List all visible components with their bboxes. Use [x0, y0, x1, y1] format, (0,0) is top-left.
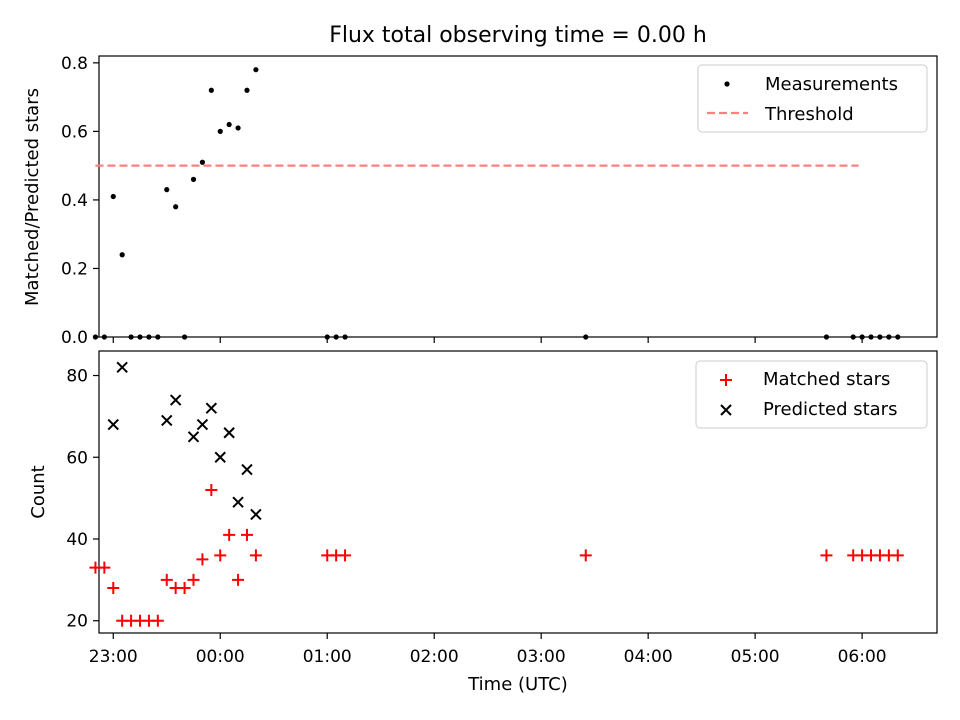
matched-star-point: [820, 549, 833, 562]
matched-star-point: [187, 573, 200, 586]
measurement-point: [173, 204, 179, 210]
predicted-star-point: [205, 402, 218, 414]
measurement-point: [155, 334, 161, 340]
measurement-point: [895, 334, 901, 340]
matched-star-point: [151, 614, 164, 627]
x-tick-label: 05:00: [731, 647, 780, 667]
top-plot-frame: [98, 55, 938, 338]
predicted-star-point: [241, 463, 253, 476]
top-legend: Measurements Threshold: [697, 64, 928, 133]
measurement-point: [850, 334, 856, 340]
measurement-point: [244, 87, 250, 93]
measurement-point: [164, 187, 170, 193]
legend-matched-marker: [720, 374, 732, 386]
legend-measurements-marker: [724, 81, 730, 87]
matched-star-point: [249, 549, 262, 562]
matched-star-point: [98, 561, 111, 574]
y-tick-label: 60: [66, 448, 88, 468]
matched-star-point: [178, 582, 191, 595]
y-tick-label: 80: [66, 367, 88, 387]
x-tick-label: 04:00: [624, 647, 673, 667]
measurement-point: [235, 125, 241, 131]
matched-star-point: [160, 573, 173, 586]
measurement-point: [877, 334, 883, 340]
y-tick-label: 40: [66, 530, 88, 550]
x-tick-label: 23:00: [89, 647, 138, 667]
legend-matched-label: Matched stars: [763, 369, 890, 390]
predicted-star-point: [232, 496, 244, 508]
x-tick-label: 02:00: [410, 647, 459, 667]
bottom-plot-frame: [98, 350, 938, 634]
matched-star-point: [579, 549, 592, 562]
measurement-point: [342, 334, 348, 340]
bottom-legend-box: [695, 360, 928, 429]
matched-star-point: [223, 528, 236, 541]
predicted-star-point: [223, 427, 235, 439]
y-tick-label: 0.2: [61, 259, 88, 279]
x-tick-label: 00:00: [196, 647, 245, 667]
predicted-star-point: [250, 508, 262, 521]
predicted-star-point: [116, 361, 128, 374]
matched-star-point: [232, 573, 245, 586]
measurement-point: [208, 87, 214, 93]
y-tick-label: 0.0: [61, 328, 88, 348]
y-tick-label: 0.6: [61, 122, 88, 142]
top-y-axis-label: Matched/Predicted stars: [22, 88, 43, 306]
measurement-point: [101, 334, 107, 340]
matched-star-point: [107, 582, 120, 595]
matched-star-point: [891, 549, 904, 562]
predicted-star-point: [107, 418, 119, 431]
measurement-point: [333, 334, 339, 340]
x-tick-label: 03:00: [517, 647, 566, 667]
matched-star-point: [205, 483, 218, 496]
measurement-point: [190, 176, 197, 182]
predicted-star-point: [187, 431, 200, 443]
matched-star-point: [196, 553, 209, 566]
measurement-point: [583, 334, 589, 340]
legend-predicted-marker: [720, 404, 732, 416]
measurement-point: [181, 334, 188, 340]
measurement-point: [868, 334, 874, 340]
legend-predicted-label: Predicted stars: [763, 399, 897, 420]
predicted-star-point: [214, 451, 226, 463]
predicted-star-point: [196, 418, 209, 431]
measurement-point: [92, 334, 99, 340]
legend-measurements-label: Measurements: [765, 74, 898, 95]
y-tick-label: 20: [66, 612, 88, 632]
y-tick-label: 0.4: [61, 191, 88, 211]
measurement-point: [119, 252, 125, 258]
measurement-point: [253, 67, 259, 73]
measurement-point: [128, 334, 134, 340]
x-tick-label: 01:00: [303, 647, 352, 667]
matched-star-point: [214, 549, 227, 562]
bottom-y-axis-label: Count: [28, 465, 49, 518]
measurement-point: [110, 193, 116, 200]
measurement-point: [137, 334, 143, 340]
predicted-star-point: [161, 414, 173, 427]
measurement-point: [226, 121, 232, 128]
measurement-point: [217, 128, 223, 134]
chart-title: Flux total observing time = 0.00 h: [329, 23, 707, 48]
measurement-point: [859, 334, 865, 340]
bottom-legend: Matched stars Predicted stars: [695, 360, 928, 429]
measurement-point: [823, 334, 830, 340]
measurement-point: [324, 334, 330, 340]
predicted-star-point: [169, 394, 182, 406]
measurement-point: [146, 334, 152, 340]
measurement-point: [199, 159, 206, 165]
matched-star-point: [240, 528, 253, 541]
top-legend-box: [697, 64, 928, 133]
legend-threshold-label: Threshold: [764, 104, 854, 125]
x-axis-label: Time (UTC): [467, 674, 568, 695]
y-tick-label: 0.8: [61, 54, 88, 74]
matched-star-point: [339, 549, 352, 562]
measurement-point: [886, 334, 892, 340]
x-tick-label: 06:00: [838, 647, 887, 667]
